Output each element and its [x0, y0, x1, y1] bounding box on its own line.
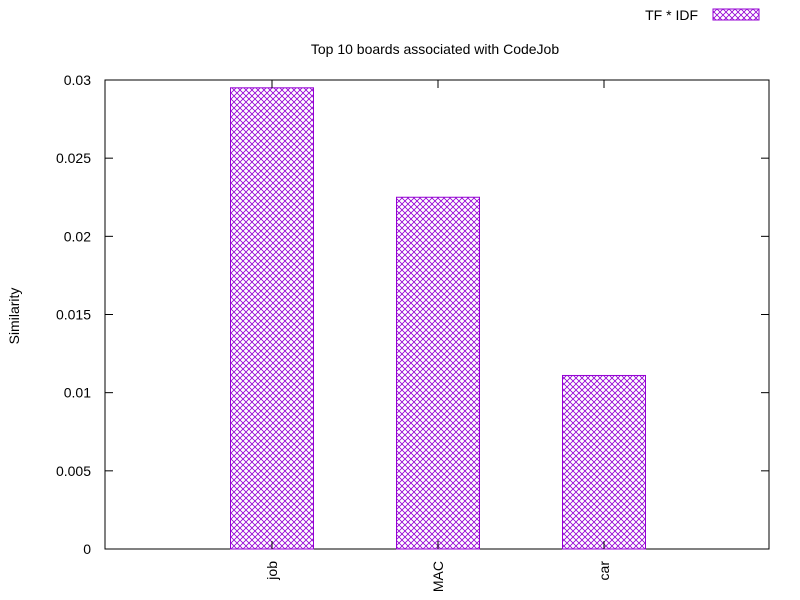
y-tick-label: 0.015	[56, 307, 91, 323]
bars	[230, 87, 646, 550]
legend-label: TF * IDF	[645, 7, 698, 23]
y-tick-label: 0.02	[64, 228, 91, 244]
x-tick-label: job	[264, 561, 280, 581]
y-axis: 0 0.005 0.01 0.015 0.02 0.025 0.03	[56, 72, 769, 557]
y-tick-label: 0	[83, 541, 91, 557]
x-tick-label: MAC	[430, 561, 446, 592]
y-tick-label: 0.005	[56, 463, 91, 479]
chart-title: Top 10 boards associated with CodeJob	[311, 41, 559, 57]
y-tick-label: 0.025	[56, 150, 91, 166]
y-axis-label: Similarity	[6, 288, 22, 345]
y-tick-label: 0.01	[64, 385, 91, 401]
x-axis: job MAC car	[264, 80, 612, 592]
legend: TF * IDF	[645, 7, 760, 23]
y-tick-label: 0.03	[64, 72, 91, 88]
bar-mac	[396, 196, 480, 550]
x-tick-label: car	[596, 561, 612, 581]
bar-car	[562, 374, 646, 550]
legend-swatch	[712, 8, 760, 21]
bar-job	[230, 87, 314, 550]
